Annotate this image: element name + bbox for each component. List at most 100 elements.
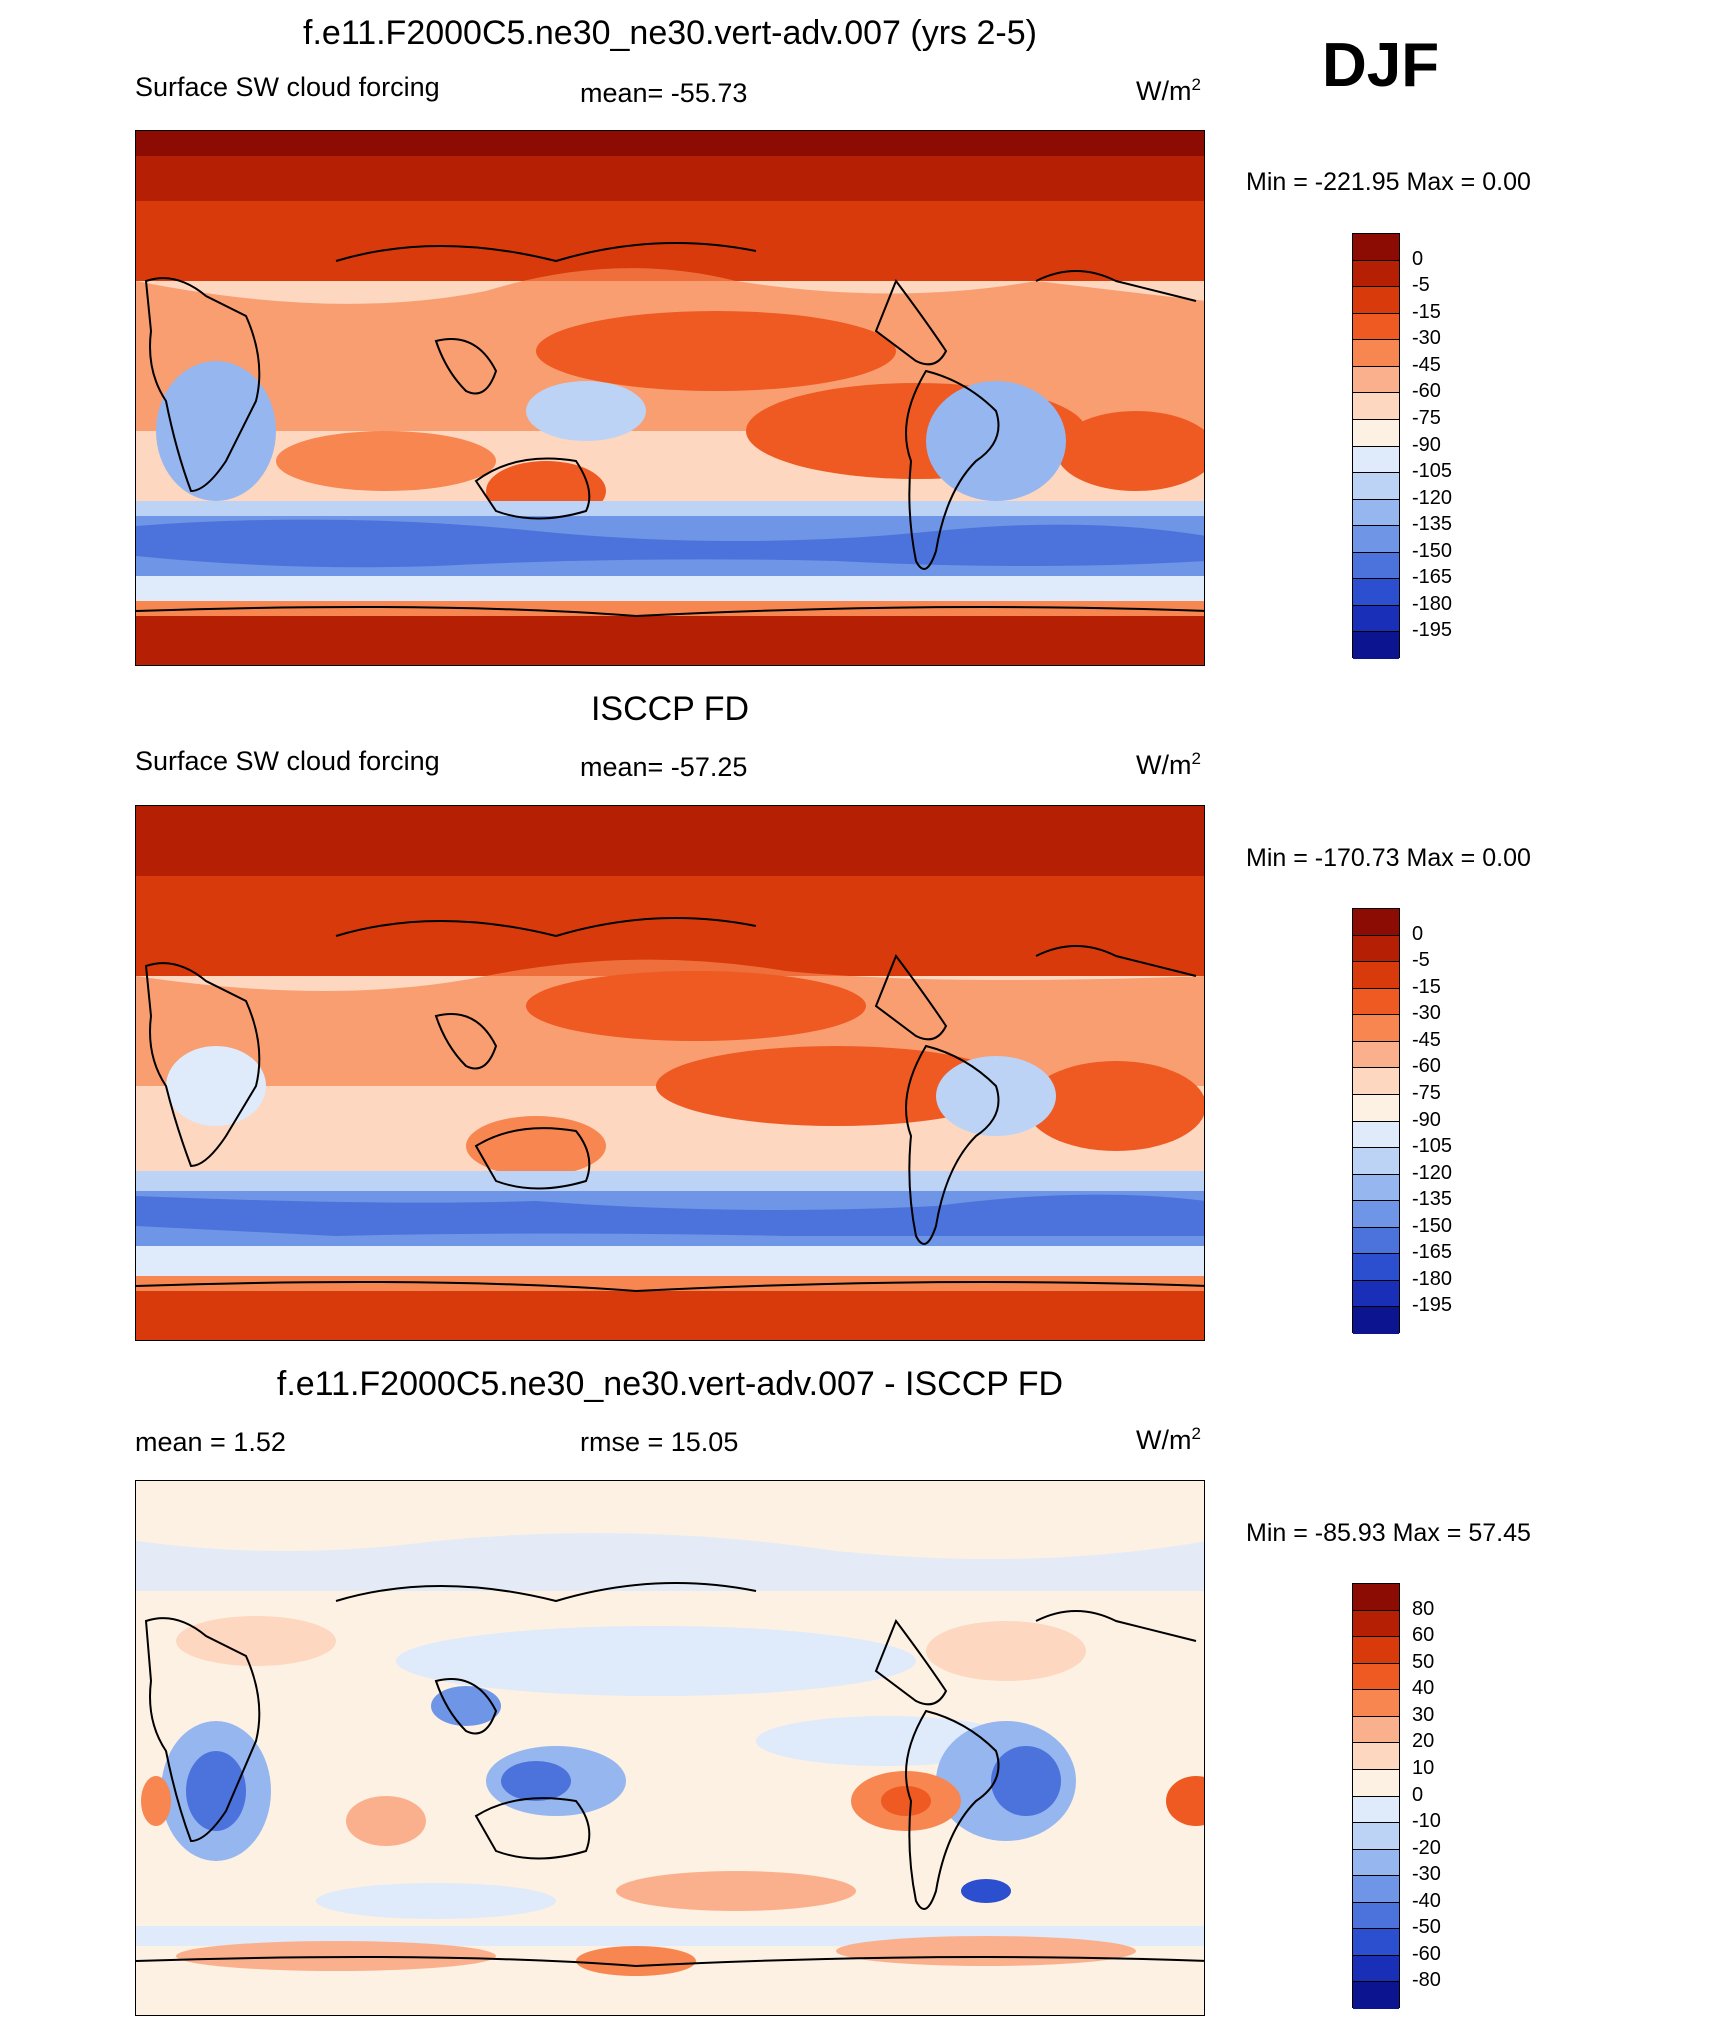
colorbar-swatch [1353, 1743, 1399, 1770]
colorbar-tick-label: 50 [1412, 1650, 1435, 1673]
colorbar-swatch [1353, 632, 1399, 659]
colorbar-swatch [1353, 1201, 1399, 1228]
colorbar-tick-label: -90 [1412, 1108, 1441, 1131]
colorbar-tick-label: 40 [1412, 1677, 1435, 1700]
colorbar-tick-label: -60 [1412, 1942, 1441, 1965]
colorbar-swatch [1353, 1796, 1399, 1824]
panel1-units: W/m2 [1136, 75, 1201, 106]
colorbar-swatch [1353, 1876, 1399, 1903]
panel1-map [135, 130, 1205, 666]
colorbar-swatch [1353, 1227, 1399, 1255]
colorbar-tick-label: -180 [1412, 592, 1453, 615]
panel3-title: f.e11.F2000C5.ne30_ne30.vert-adv.007 - I… [276, 1365, 1064, 1403]
colorbar-tick-label: -90 [1412, 433, 1441, 456]
colorbar-tick-label: -105 [1412, 460, 1453, 483]
colorbar-swatch [1353, 499, 1399, 527]
colorbar-swatch [1353, 1254, 1399, 1281]
colorbar-tick-label: -135 [1412, 1188, 1453, 1211]
colorbar-swatch [1353, 446, 1399, 474]
colorbar-tick-label: -195 [1412, 1294, 1453, 1317]
panel3-units: W/m2 [1136, 1424, 1201, 1455]
colorbar-swatch [1353, 393, 1399, 420]
colorbar-tick-label: -60 [1412, 1055, 1441, 1078]
colorbar-swatch [1353, 1307, 1399, 1334]
colorbar-tick-label: -10 [1412, 1810, 1441, 1833]
colorbar-swatch [1353, 1690, 1399, 1717]
colorbar-swatch [1353, 1982, 1399, 2009]
colorbar-tick-label: -195 [1412, 619, 1453, 642]
colorbar-tick-label: -20 [1412, 1836, 1441, 1859]
panel3-mean-label: mean = 1.52 [135, 1427, 286, 1457]
colorbar-swatch [1353, 340, 1399, 367]
colorbar-tick-label: 30 [1412, 1703, 1435, 1726]
colorbar-swatch [1353, 1637, 1399, 1664]
colorbar-swatch [1353, 1716, 1399, 1744]
colorbar-swatch [1353, 1174, 1399, 1202]
colorbar-tick-label: -120 [1412, 1161, 1453, 1184]
colorbar-tick-label: -30 [1412, 1002, 1441, 1025]
colorbar-swatch [1353, 1148, 1399, 1175]
colorbar-swatch [1353, 260, 1399, 288]
colorbar-tick-label: 0 [1412, 1783, 1424, 1806]
panel2-minmax: Min = -170.73 Max = 0.00 [1246, 844, 1531, 872]
colorbar-tick-label: -75 [1412, 406, 1441, 429]
colorbar-tick-label: -80 [1412, 1969, 1441, 1992]
colorbar-tick-label: -150 [1412, 539, 1453, 562]
colorbar-tick-label: -165 [1412, 1241, 1453, 1264]
colorbar-tick-label: -150 [1412, 1214, 1453, 1237]
colorbar-swatch [1353, 988, 1399, 1016]
colorbar-swatch [1353, 935, 1399, 963]
colorbar-swatch [1353, 1121, 1399, 1149]
season-label: DJF [1322, 31, 1440, 100]
colorbar-tick-label: -40 [1412, 1889, 1441, 1912]
colorbar-swatch [1353, 1663, 1399, 1691]
panel2-colorbar [1352, 908, 1400, 1334]
colorbar-tick-label: -105 [1412, 1135, 1453, 1158]
panel1-variable-label: Surface SW cloud forcing [135, 72, 440, 102]
colorbar-tick-label: 0 [1412, 922, 1424, 945]
colorbar-tick-label: -15 [1412, 975, 1441, 998]
colorbar-swatch [1353, 1094, 1399, 1122]
colorbar-swatch [1353, 1902, 1399, 1930]
panel3-map [135, 1480, 1205, 2016]
colorbar-swatch [1353, 605, 1399, 633]
colorbar-tick-label: 80 [1412, 1597, 1435, 1620]
colorbar-tick-label: -75 [1412, 1081, 1441, 1104]
colorbar-swatch [1353, 909, 1399, 936]
panel1-title: f.e11.F2000C5.ne30_ne30.vert-adv.007 (yr… [303, 14, 1037, 52]
panel2-mean-label: mean= -57.25 [580, 752, 748, 782]
colorbar-tick-label: -180 [1412, 1267, 1453, 1290]
colorbar-swatch [1353, 287, 1399, 314]
panel3-colorbar [1352, 1583, 1400, 2009]
colorbar-tick-label: -60 [1412, 380, 1441, 403]
colorbar-swatch [1353, 1955, 1399, 1983]
colorbar-swatch [1353, 1068, 1399, 1095]
colorbar-swatch [1353, 234, 1399, 261]
panel2-title: ISCCP FD [590, 690, 750, 728]
colorbar-swatch [1353, 526, 1399, 553]
colorbar-tick-label: -5 [1412, 949, 1430, 972]
colorbar-swatch [1353, 1015, 1399, 1042]
colorbar-swatch [1353, 552, 1399, 580]
colorbar-tick-label: -30 [1412, 1863, 1441, 1886]
panel1-map-field [136, 131, 1204, 665]
colorbar-tick-label: 20 [1412, 1730, 1435, 1753]
colorbar-swatch [1353, 313, 1399, 341]
colorbar-tick-label: 10 [1412, 1756, 1435, 1779]
colorbar-tick-label: -5 [1412, 274, 1430, 297]
panel2-units: W/m2 [1136, 749, 1201, 780]
colorbar-tick-label: 60 [1412, 1624, 1435, 1647]
colorbar-tick-label: -45 [1412, 353, 1441, 376]
colorbar-tick-label: -30 [1412, 327, 1441, 350]
colorbar-swatch [1353, 579, 1399, 606]
colorbar-tick-label: 0 [1412, 247, 1424, 270]
colorbar-swatch [1353, 1041, 1399, 1069]
panel2-map [135, 805, 1205, 1341]
colorbar-swatch [1353, 1610, 1399, 1638]
colorbar-swatch [1353, 1584, 1399, 1611]
colorbar-swatch [1353, 1280, 1399, 1308]
panel3-minmax: Min = -85.93 Max = 57.45 [1246, 1519, 1531, 1547]
colorbar-swatch [1353, 962, 1399, 989]
panel2-variable-label: Surface SW cloud forcing [135, 746, 440, 776]
colorbar-swatch [1353, 366, 1399, 394]
